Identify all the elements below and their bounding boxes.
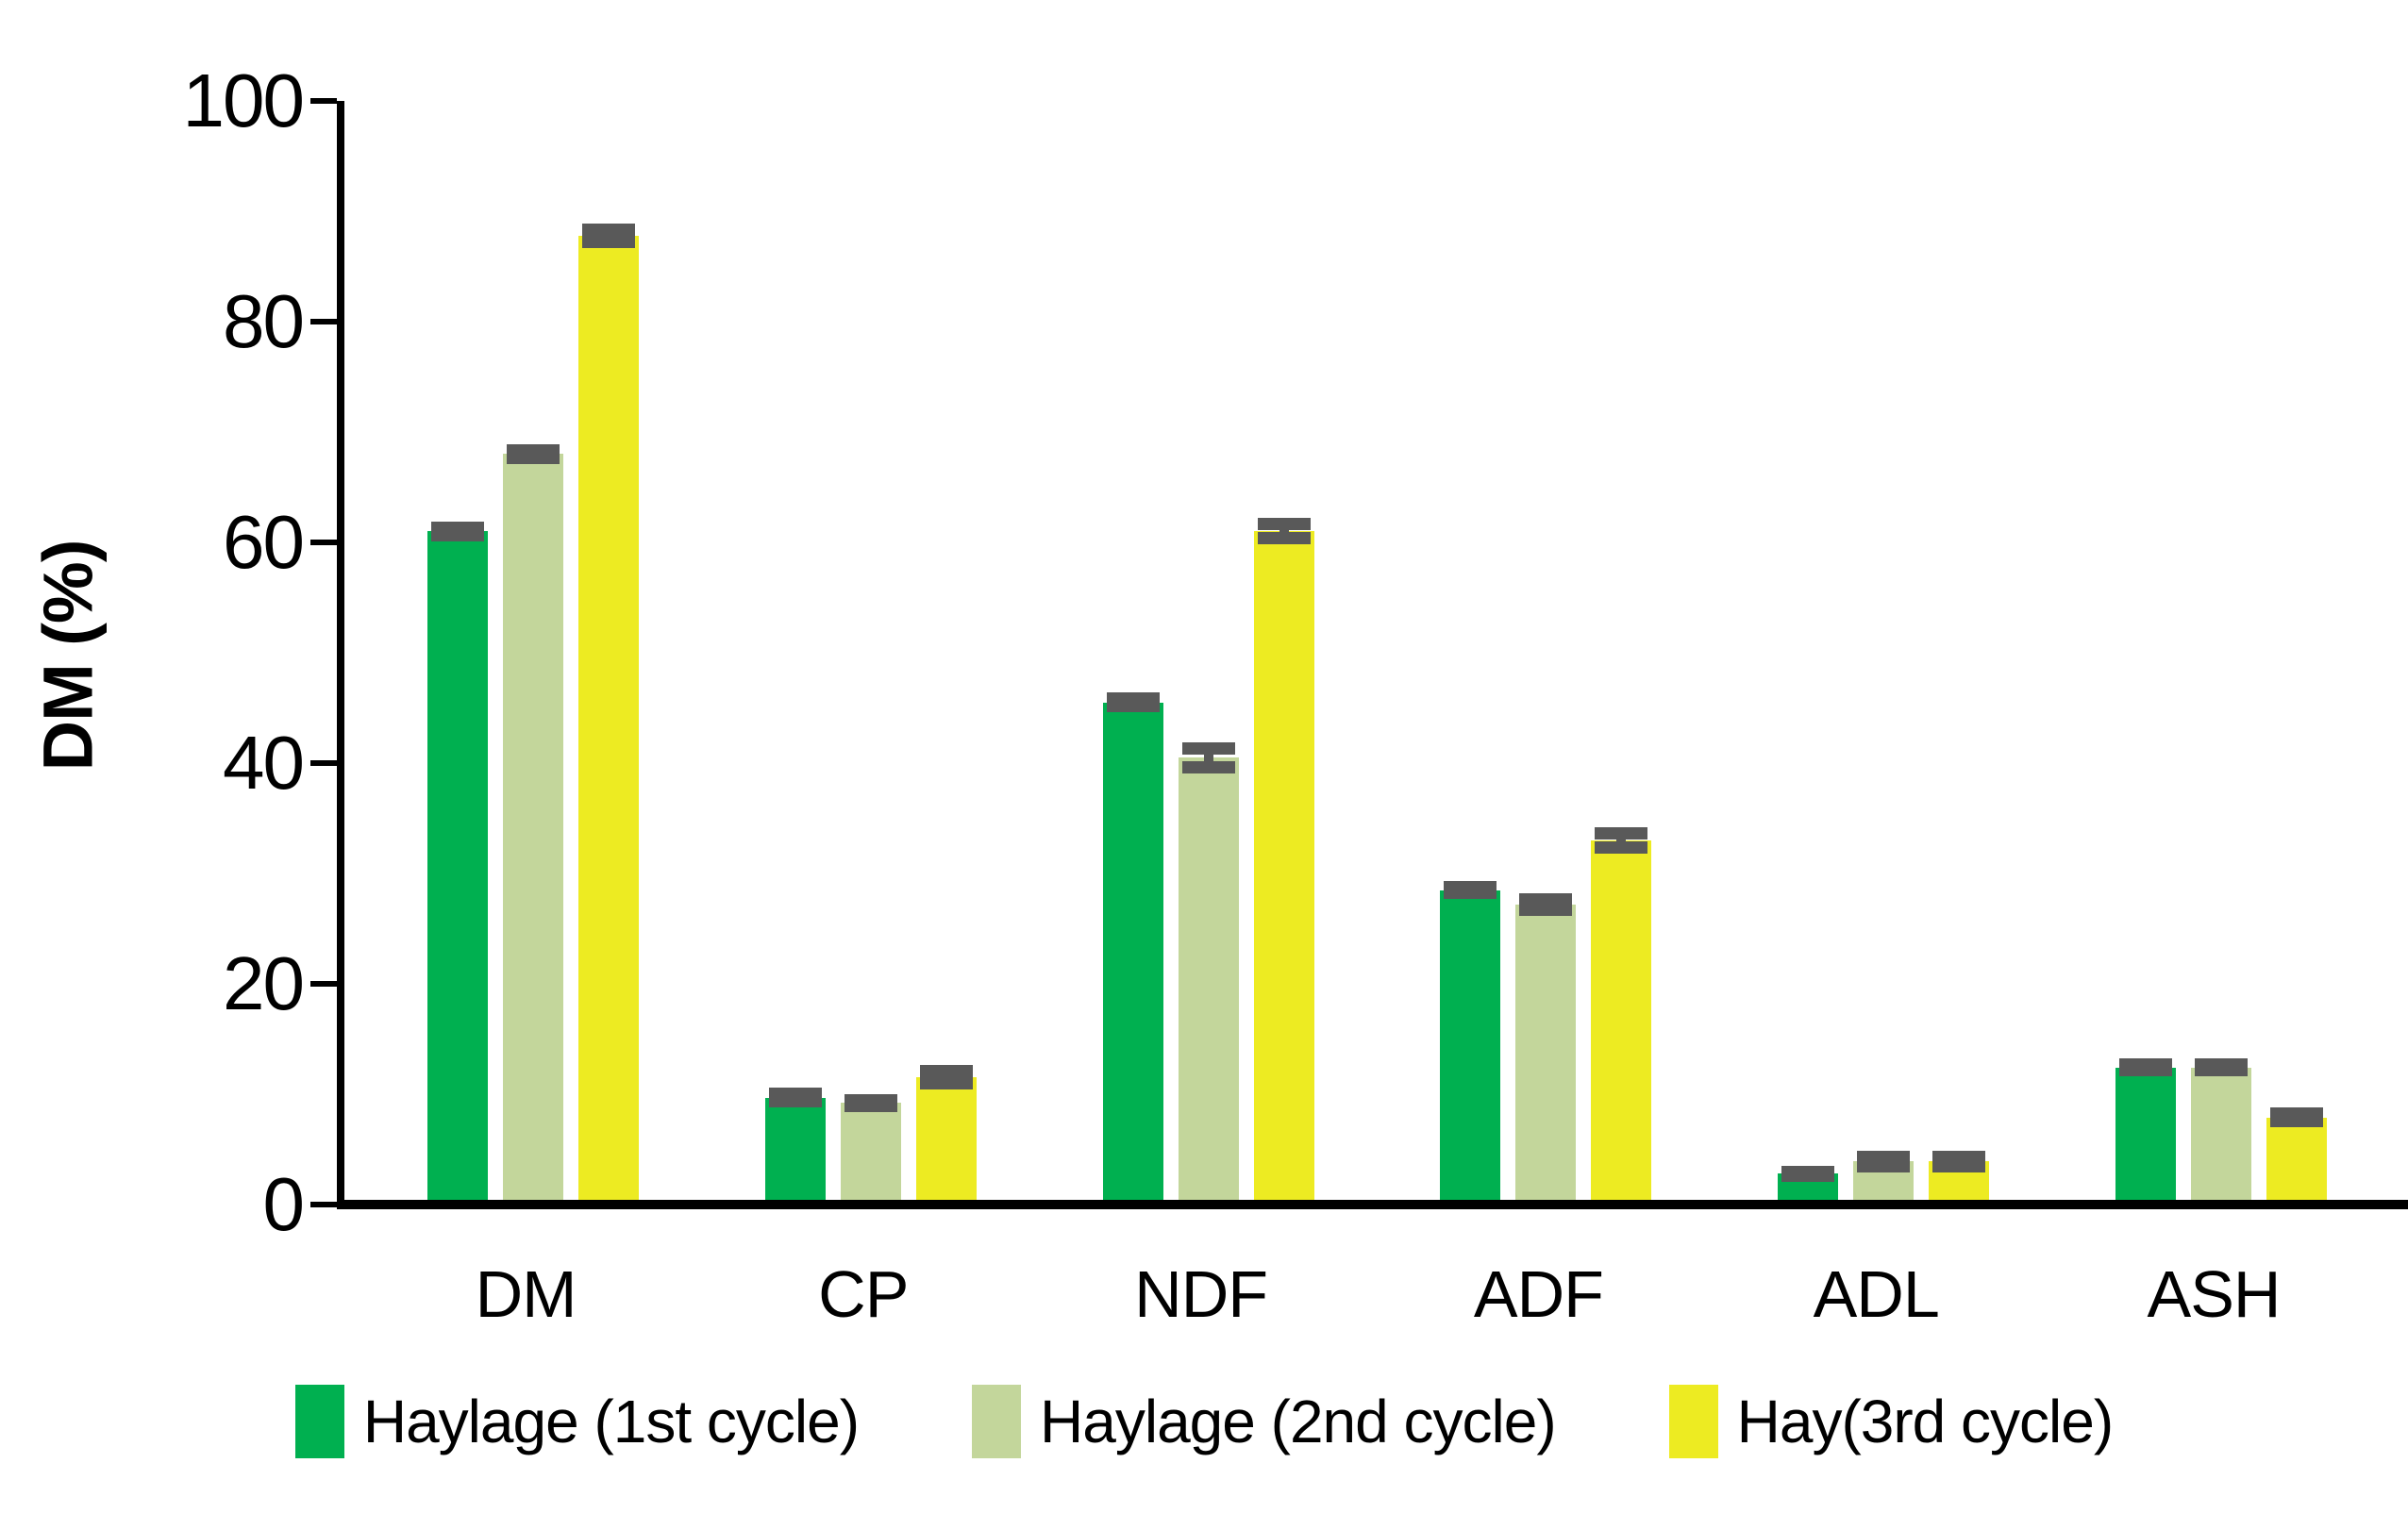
error-bar-cap-bottom-ADF-series1 [1444, 887, 1497, 900]
error-bar-cap-bottom-NDF-series2 [1181, 760, 1235, 773]
y-tick-label-80: 80 [223, 279, 305, 363]
legend-label-2: Haylage (2nd cycle) [1040, 1388, 1557, 1455]
error-bar-stem-NDF-series3 [1279, 524, 1289, 540]
bar-ADF-series1 [1440, 890, 1501, 1205]
x-tick-label-ASH: ASH [2147, 1257, 2282, 1331]
error-bar-cap-bottom-ADL-series2 [1857, 1160, 1911, 1173]
bar-group-CP [764, 101, 977, 1205]
error-bar-cap-bottom-NDF-series3 [1257, 532, 1311, 545]
legend-label-3: Hay(3rd cycle) [1736, 1388, 2115, 1455]
error-bar-cap-top-ADL-series3 [1932, 1150, 1986, 1163]
y-tick-mark-20 [310, 981, 337, 987]
bar-NDF-series1 [1102, 702, 1163, 1205]
error-bar-cap-bottom-ADF-series3 [1595, 841, 1648, 855]
error-bar-cap-top-ADF-series2 [1519, 892, 1573, 906]
bar-group-ADF [1440, 101, 1652, 1205]
y-tick-mark-80 [310, 319, 337, 324]
y-tick-mark-60 [310, 540, 337, 545]
bar-DM-series3 [578, 235, 639, 1205]
error-bar-cap-top-NDF-series3 [1257, 518, 1311, 531]
bar-ASH-series3 [2266, 1117, 2327, 1205]
y-tick-mark-40 [310, 760, 337, 766]
bar-NDF-series3 [1253, 531, 1314, 1205]
y-tick-mark-0 [310, 1202, 337, 1207]
x-tick-label-NDF: NDF [1134, 1257, 1268, 1331]
y-tick-label-20: 20 [223, 941, 305, 1025]
legend-swatch-2 [972, 1385, 1022, 1458]
legend-item-2: Haylage (2nd cycle) [972, 1385, 1557, 1458]
y-tick-label-60: 60 [223, 500, 305, 584]
error-bar-cap-top-NDF-series2 [1181, 741, 1235, 755]
bar-ADF-series3 [1591, 840, 1652, 1205]
error-bar-cap-top-ADL-series2 [1857, 1150, 1911, 1163]
error-bar-cap-bottom-ASH-series2 [2195, 1064, 2248, 1077]
y-tick-label-100: 100 [182, 58, 305, 142]
bar-CP-series1 [764, 1097, 826, 1205]
error-bar-cap-top-DM-series3 [582, 223, 635, 236]
error-bar-stem-DM-series3 [604, 228, 613, 242]
error-bar-cap-bottom-ADL-series3 [1932, 1160, 1986, 1173]
y-tick-mark-100 [310, 98, 337, 104]
error-bar-cap-bottom-CP-series1 [768, 1095, 822, 1108]
bar-group-NDF [1102, 101, 1314, 1205]
bar-CP-series2 [840, 1103, 901, 1205]
x-axis-line [337, 1200, 2408, 1209]
legend-item-1: Haylage (1st cycle) [294, 1385, 860, 1458]
bar-DM-series2 [503, 454, 563, 1205]
legend-swatch-3 [1668, 1385, 1718, 1458]
x-tick-label-ADF: ADF [1473, 1257, 1604, 1331]
bar-NDF-series2 [1178, 757, 1239, 1205]
error-bar-cap-bottom-DM-series2 [507, 452, 560, 465]
bar-group-ADL [1778, 101, 1990, 1205]
error-bar-stem-NDF-series2 [1203, 747, 1213, 768]
error-bar-cap-bottom-CP-series3 [919, 1077, 973, 1090]
legend: Haylage (1st cycle) Haylage (2nd cycle) Ha… [0, 1385, 2408, 1458]
x-tick-label-DM: DM [475, 1257, 577, 1331]
error-bar-cap-bottom-ASH-series1 [2119, 1064, 2172, 1077]
error-bar-stem-ADF-series3 [1616, 832, 1627, 849]
error-bar-cap-top-CP-series3 [919, 1065, 973, 1078]
y-tick-label-40: 40 [223, 721, 305, 805]
error-bar-cap-bottom-ADL-series1 [1781, 1169, 1835, 1182]
error-bar-cap-bottom-ADF-series2 [1519, 903, 1573, 916]
error-bar-cap-top-ADF-series3 [1595, 826, 1648, 840]
x-tick-label-ADL: ADL [1813, 1257, 1940, 1331]
bar-DM-series1 [427, 531, 488, 1205]
legend-item-3: Hay(3rd cycle) [1668, 1385, 2115, 1458]
bar-ASH-series1 [2115, 1067, 2176, 1205]
legend-swatch-1 [294, 1385, 344, 1458]
error-bar-cap-bottom-DM-series3 [582, 235, 635, 248]
plot-area: 0 20 40 60 80 100 [183, 63, 2408, 1242]
bar-ASH-series2 [2191, 1067, 2251, 1205]
bar-group-DM [427, 101, 639, 1205]
error-bar-cap-bottom-NDF-series1 [1106, 700, 1160, 713]
error-bar-stem-CP-series3 [941, 1071, 951, 1085]
bar-ADF-series2 [1515, 904, 1577, 1205]
x-tick-label-CP: CP [818, 1257, 909, 1331]
error-bar-cap-bottom-CP-series2 [844, 1099, 897, 1112]
error-bar-cap-bottom-ASH-series3 [2270, 1115, 2323, 1128]
y-tick-label-0: 0 [262, 1162, 305, 1246]
bar-group-ASH [2115, 101, 2327, 1205]
y-axis-title: DM (%) [28, 540, 108, 772]
bar-CP-series3 [915, 1077, 977, 1205]
error-bar-cap-bottom-DM-series1 [431, 528, 484, 541]
legend-label-1: Haylage (1st cycle) [362, 1388, 860, 1455]
